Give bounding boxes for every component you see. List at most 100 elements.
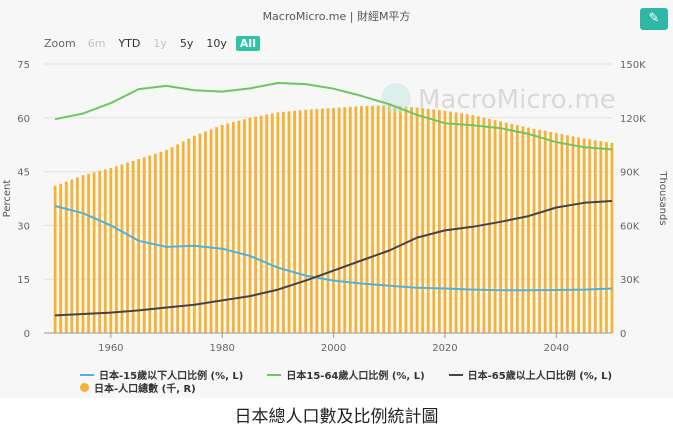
population-bar [605,142,608,333]
population-bar [237,120,241,333]
population-bar [270,113,274,333]
population-bar [59,183,63,333]
population-bar [515,125,519,333]
population-bar [538,129,542,333]
population-bar [599,141,603,333]
population-bar [120,164,124,333]
zoom-10y-button[interactable]: 10y [206,37,227,50]
x-tick-label: 2000 [321,343,346,354]
population-bar [360,106,363,333]
population-bar [265,114,269,334]
watermark-logo-icon [381,83,411,113]
population-bar [165,150,168,333]
population-bar [231,122,235,333]
legend-swatch-total [80,383,89,392]
zoom-ytd-button[interactable]: YTD [118,37,141,50]
population-bar [410,107,413,334]
zoom-6m-button[interactable]: 6m [87,37,106,50]
population-bar [376,105,380,333]
zoom-1y-button[interactable]: 1y [153,37,167,50]
population-bar [343,107,347,333]
population-bar [560,134,564,333]
legend-item-total[interactable]: 日本-人口總數 (千, R) [80,380,196,395]
population-bar [566,135,569,333]
population-bar [493,120,497,333]
right-tick-label: 30K [620,275,640,286]
population-bar [215,127,219,333]
x-tick-label: 1960 [98,343,123,354]
legend-item-under15[interactable]: 日本-15歲以下人口比例 (%, L) [80,367,243,382]
right-axis-title: Thousands [657,170,668,225]
x-tick-label: 2020 [432,343,457,354]
legend-swatch-15-64 [267,373,282,376]
zoom-5y-button[interactable]: 5y [179,37,194,50]
population-bar [437,110,441,333]
population-bar [76,177,79,333]
right-tick-label: 60K [620,221,640,232]
right-tick-label: 90K [620,168,640,179]
population-bar [571,136,575,333]
right-tick-label: 150K [620,60,646,71]
population-bar [460,113,464,333]
legend-item-15-64[interactable]: 日本15-64歲人口比例 (%, L) [267,367,425,382]
population-bar [309,109,313,333]
population-bar [159,151,163,333]
watermark-text: MacroMicro.me [418,85,616,115]
population-bar [488,118,491,333]
population-bar [220,124,224,334]
population-bar [181,141,185,333]
population-bar [176,144,180,333]
population-bar [421,108,425,333]
percent-lines [54,82,613,317]
population-bar [98,170,102,333]
population-bar [465,114,469,333]
population-bar [131,160,135,333]
legend-label-under15: 日本-15歲以下人口比例 (%, L) [99,371,244,382]
population-bar [365,105,369,334]
axes: 0 15 30 45 60 75 0 30K 60K 90K 120K 150K 1960 1980 200… [2,60,668,354]
right-tick-label: 120K [620,114,646,125]
population-bar [293,110,296,333]
pencil-icon: ✎ [648,11,660,26]
population-bar [527,127,530,333]
population-bar [287,111,291,334]
left-axis-title: Percent [2,180,13,218]
population-bar [454,112,458,333]
population-bar [449,111,452,333]
zoom-label: Zoom [44,37,76,50]
population-bar [81,175,85,333]
population-bar [209,129,213,333]
series-line-0 [54,205,613,292]
population-bar [554,133,558,333]
population-bar [532,128,536,333]
population-bar [92,172,96,333]
population-bar [103,169,107,333]
left-tick-label: 30 [17,221,30,232]
left-tick-label: 15 [17,275,30,286]
population-bar [387,105,391,333]
legend-label-over65: 日本-65歲以上人口比例 (%, L) [467,371,613,382]
left-tick-label: 60 [17,114,30,125]
population-bar [153,153,157,333]
population-bar [109,168,113,333]
population-bar [588,139,592,333]
population-bar [582,138,586,333]
legend-item-over65[interactable]: 日本-65歲以上人口比例 (%, L) [448,367,613,382]
population-bar [521,126,525,334]
population-bar [337,107,341,333]
population-bar [510,123,514,333]
population-bar [443,110,447,333]
population-bar [332,107,335,333]
edit-button[interactable]: ✎ [640,8,668,30]
population-bar [471,115,475,333]
zoom-all-button[interactable]: All [235,36,260,51]
population-bar [499,121,503,334]
population-bar [276,112,280,333]
population-bar [198,133,202,333]
population-bar [248,117,252,333]
population-bar [114,166,118,333]
population-chart: MacroMicro.me 0 15 30 45 60 75 0 30K 60K 90K 120K 1… [2,60,668,354]
population-bar [404,106,408,333]
population-bar [371,105,374,333]
population-bar [53,185,57,333]
